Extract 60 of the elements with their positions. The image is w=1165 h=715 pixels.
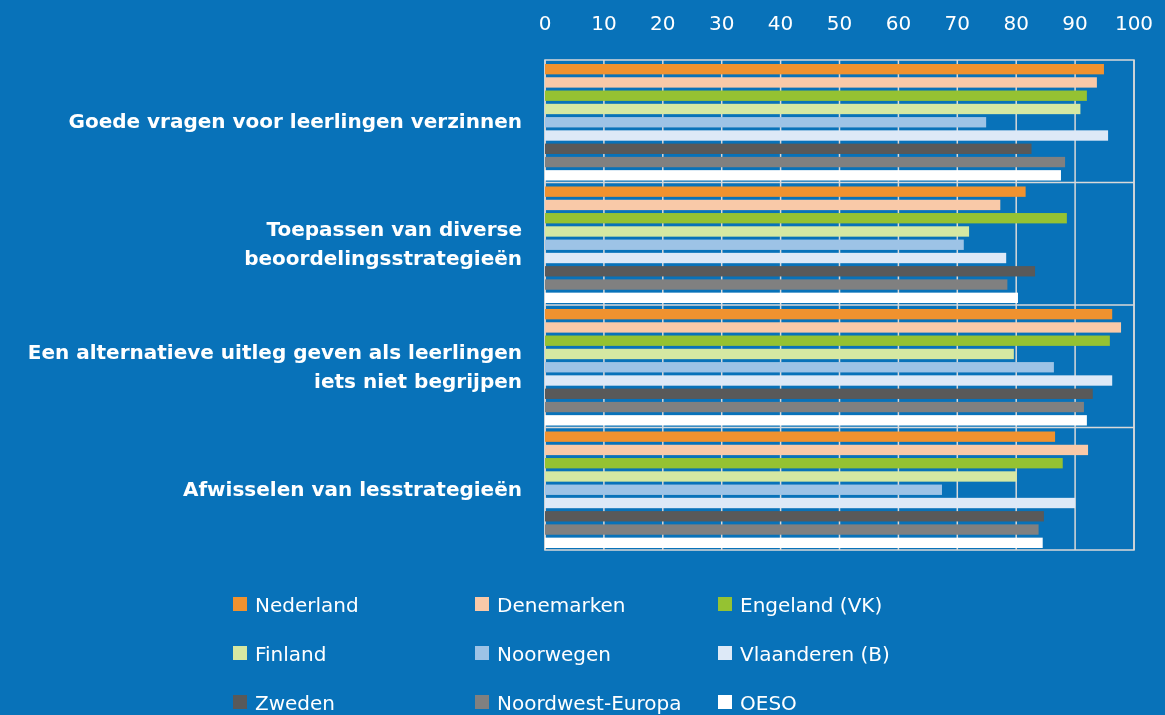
bar [545, 375, 1113, 386]
bar [545, 252, 1007, 264]
bar [545, 266, 1036, 277]
legend-label: Nederland [255, 593, 359, 617]
bar [545, 186, 1026, 197]
legend-label: Finland [255, 642, 327, 666]
bar [545, 309, 1113, 320]
bar [545, 401, 1084, 413]
bar [545, 458, 1063, 469]
x-tick-label: 60 [885, 11, 912, 35]
bar [545, 170, 1061, 181]
y-tick-label: Toepassen van diverse beoordelingsstrategieën [244, 217, 522, 271]
bar [545, 335, 1110, 346]
x-tick-label: 50 [826, 11, 853, 35]
bar [545, 322, 1122, 333]
bar [545, 431, 1056, 442]
bar [545, 226, 970, 237]
bar [545, 497, 1076, 509]
legend-label: Denemarken [497, 593, 626, 617]
bar [545, 524, 1039, 535]
x-tick-label: 100 [1114, 11, 1154, 35]
bar [545, 484, 942, 495]
legend-label: Engeland (VK) [740, 593, 883, 617]
x-tick-label: 90 [1062, 11, 1088, 35]
bar [545, 130, 1109, 141]
x-tick-label: 70 [944, 11, 971, 35]
y-tick-label: Afwisselen van lesstrategieën [182, 476, 522, 501]
bar [545, 199, 1001, 211]
bar [545, 537, 1043, 548]
bar [545, 213, 1067, 224]
bar [545, 348, 1014, 360]
bar [545, 279, 1008, 290]
bar [545, 103, 1081, 115]
bar [545, 64, 1104, 75]
bar [545, 239, 964, 250]
x-tick-label: 10 [591, 11, 617, 35]
x-tick-label: 80 [1003, 11, 1029, 35]
y-tick-label: Een alternatieve uitleg geven als leerlingen iets niet begrijpen [27, 339, 522, 393]
legend-label: Noordwest-Europa [497, 691, 682, 715]
legend-label: Vlaanderen (B) [740, 642, 890, 666]
legend-label: Zweden [255, 691, 336, 715]
bar [545, 444, 1089, 456]
bar [545, 156, 1066, 168]
x-tick-label: 20 [650, 11, 676, 35]
bar [545, 90, 1087, 101]
legend-label: OESO [740, 691, 797, 715]
bar [545, 362, 1054, 373]
y-tick-label: Goede vragen voor leerlingen verzinnen [68, 109, 522, 134]
bar [545, 471, 1017, 482]
bar [545, 143, 1032, 154]
bar [545, 117, 987, 128]
x-tick-label: 30 [708, 11, 735, 35]
bar [545, 415, 1087, 426]
bar [545, 77, 1097, 88]
x-tick-label: 0 [538, 11, 552, 35]
bar [545, 292, 1018, 303]
bar [545, 388, 1093, 399]
legend-label: Noorwegen [497, 642, 611, 666]
x-tick-label: 40 [767, 11, 794, 35]
bar [545, 511, 1044, 522]
